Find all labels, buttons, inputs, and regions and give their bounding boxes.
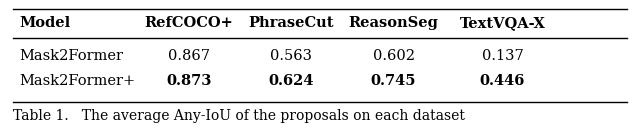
Text: 0.867: 0.867: [168, 49, 210, 63]
Text: 0.563: 0.563: [270, 49, 312, 63]
Text: ReasonSeg: ReasonSeg: [349, 16, 438, 30]
Text: 0.602: 0.602: [372, 49, 415, 63]
Text: Mask2Former+: Mask2Former+: [19, 74, 135, 88]
Text: 0.624: 0.624: [268, 74, 314, 88]
Text: 0.745: 0.745: [371, 74, 417, 88]
Text: 0.873: 0.873: [166, 74, 211, 88]
Text: PhraseCut: PhraseCut: [248, 16, 334, 30]
Text: Table 1.   The average Any-IoU of the proposals on each dataset: Table 1. The average Any-IoU of the prop…: [13, 109, 465, 124]
Text: RefCOCO+: RefCOCO+: [145, 16, 233, 30]
Text: 0.446: 0.446: [480, 74, 525, 88]
Text: Model: Model: [19, 16, 70, 30]
Text: 0.137: 0.137: [481, 49, 524, 63]
Text: Mask2Former: Mask2Former: [19, 49, 123, 63]
Text: TextVQA-X: TextVQA-X: [460, 16, 545, 30]
